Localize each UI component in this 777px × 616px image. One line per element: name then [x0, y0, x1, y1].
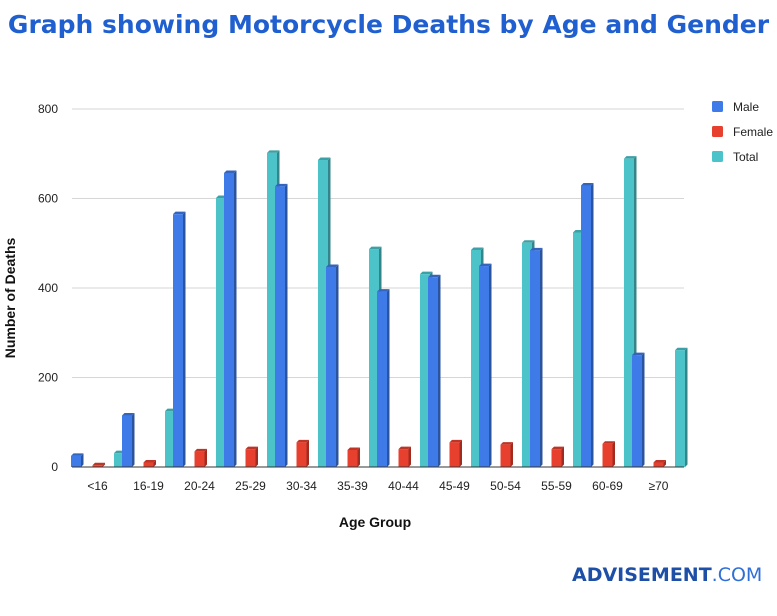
- brand-name: ADVISEMENT: [572, 564, 712, 586]
- legend-swatch: [712, 126, 723, 137]
- legend-item-total: Total: [712, 150, 758, 164]
- bar-female-0: [92, 462, 105, 467]
- bar-male-8: [479, 263, 492, 467]
- y-tick-label: 400: [38, 281, 58, 295]
- bar-female-7: [449, 439, 462, 467]
- bar-male-7: [428, 274, 441, 467]
- y-tick-label: 0: [51, 460, 58, 474]
- legend: Male Female Total: [712, 100, 773, 164]
- x-tick-label: 40-44: [388, 479, 419, 493]
- x-axis-title: Age Group: [339, 514, 411, 530]
- legend-swatch: [712, 151, 723, 162]
- y-axis-ticks: 0 200 400 600 800: [38, 102, 58, 474]
- x-tick-label: ≥70: [649, 479, 669, 493]
- y-tick-label: 600: [38, 192, 58, 206]
- bar-male-3: [224, 170, 237, 467]
- legend-item-male: Male: [712, 100, 759, 114]
- legend-item-female: Female: [712, 125, 773, 139]
- bar-female-5: [347, 447, 360, 467]
- bar-female-4: [296, 439, 309, 467]
- bar-male-5: [326, 264, 339, 467]
- bar-male-11: [632, 352, 645, 467]
- bar-female-11: [653, 460, 666, 467]
- legend-label: Female: [733, 125, 773, 139]
- x-axis-ticks: <16 16-19 20-24 25-29 30-34 35-39 40-44 45-49 50…: [87, 479, 668, 493]
- x-tick-label: 16-19: [133, 479, 164, 493]
- bar-male-6: [377, 289, 390, 467]
- x-tick-label: 55-59: [541, 479, 572, 493]
- bar-female-8: [500, 442, 513, 467]
- legend-label: Total: [733, 150, 758, 164]
- brand-suffix: .COM: [711, 564, 763, 586]
- legend-swatch: [712, 101, 723, 112]
- legend-label: Male: [733, 100, 759, 114]
- advisement-logo: ADVISEMENT.COM: [572, 564, 762, 586]
- bar-female-6: [398, 446, 411, 467]
- bar-male-2: [173, 211, 186, 467]
- x-tick-label: 50-54: [490, 479, 521, 493]
- x-tick-label: 25-29: [235, 479, 266, 493]
- bar-male-9: [530, 247, 543, 467]
- x-tick-label: 30-34: [286, 479, 317, 493]
- y-tick-label: 200: [38, 371, 58, 385]
- bar-female-2: [194, 448, 207, 467]
- bar-total-11: [675, 347, 688, 467]
- x-tick-label: <16: [87, 479, 108, 493]
- bar-male-4: [275, 183, 288, 468]
- x-tick-label: 45-49: [439, 479, 470, 493]
- y-tick-label: 800: [38, 102, 58, 116]
- chart-title: Graph showing Motorcycle Deaths by Age a…: [7, 10, 770, 39]
- bar-male-1: [122, 413, 135, 467]
- bar-female-3: [245, 446, 258, 467]
- bar-male-0: [71, 453, 84, 467]
- bar-female-10: [602, 441, 615, 467]
- x-tick-label: 60-69: [592, 479, 623, 493]
- bars: [71, 150, 688, 468]
- x-tick-label: 35-39: [337, 479, 368, 493]
- x-tick-label: 20-24: [184, 479, 215, 493]
- bar-female-1: [143, 460, 156, 467]
- y-axis-title: Number of Deaths: [2, 238, 18, 359]
- bar-male-10: [581, 183, 594, 467]
- bar-female-9: [551, 446, 564, 467]
